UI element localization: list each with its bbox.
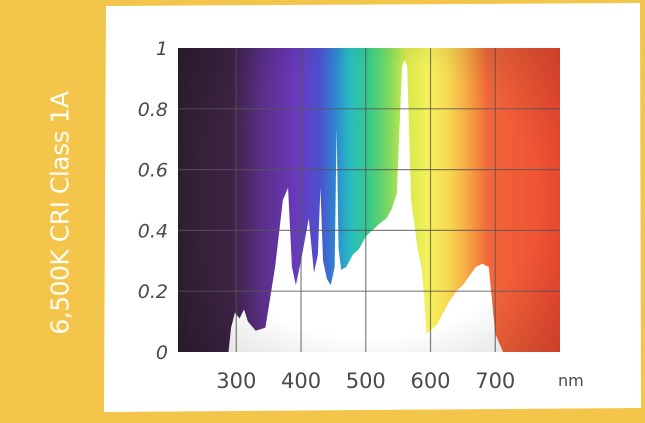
plot-vignette bbox=[178, 48, 560, 352]
x-tick-label-2: 500 bbox=[346, 369, 386, 393]
x-tick-label-0: 300 bbox=[216, 369, 256, 393]
x-tick-label-3: 600 bbox=[410, 369, 450, 393]
y-tick-label-2: 0.4 bbox=[138, 220, 168, 242]
y-tick-label-3: 0.6 bbox=[138, 160, 168, 182]
side-title-label: 6,500K CRI Class 1A bbox=[45, 91, 75, 335]
plot-area bbox=[178, 48, 560, 352]
x-tick-label-4: 700 bbox=[475, 369, 515, 393]
x-axis-unit: nm bbox=[558, 371, 584, 390]
y-tick-label-4: 0.8 bbox=[138, 99, 168, 121]
y-tick-label-0: 0 bbox=[156, 342, 168, 364]
x-tick-label-1: 400 bbox=[281, 369, 321, 393]
y-tick-label-1: 0.2 bbox=[138, 281, 168, 303]
y-tick-label-5: 1 bbox=[156, 38, 168, 60]
y-axis-ticks: 0 0.2 0.4 0.6 0.8 1 bbox=[138, 38, 168, 364]
x-axis-ticks: 300 400 500 600 700 bbox=[216, 369, 515, 393]
